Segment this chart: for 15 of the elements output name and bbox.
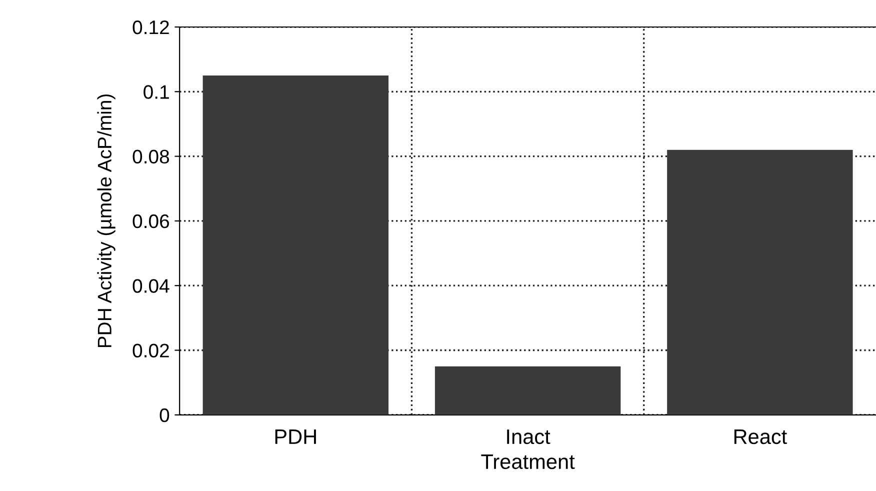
- x-axis-title: Treatment: [481, 454, 575, 470]
- x-tick-label: PDH: [275, 430, 316, 444]
- y-tick-label: 0: [160, 408, 170, 422]
- y-tick-label: 0.04: [132, 279, 170, 293]
- y-tick-label: 0.08: [132, 150, 170, 164]
- y-tick-label: 0.02: [132, 344, 169, 358]
- bar: [434, 366, 621, 415]
- x-tick-label: Inact: [507, 430, 550, 444]
- y-axis-title: PDH Activity (µmole AcP/min): [97, 94, 116, 348]
- x-tick-label: React: [734, 430, 787, 444]
- y-tick-label: 0.12: [132, 20, 169, 34]
- y-tick-label: 0.1: [144, 85, 169, 99]
- y-tick-label: 0.06: [132, 214, 170, 228]
- bar: [667, 150, 853, 415]
- bar: [202, 75, 389, 415]
